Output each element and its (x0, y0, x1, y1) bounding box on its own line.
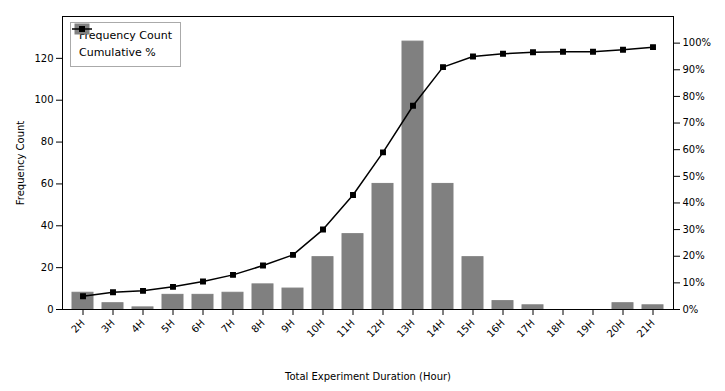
svg-text:Frequency Count: Frequency Count (15, 121, 26, 206)
svg-text:14H: 14H (425, 317, 447, 339)
svg-text:8H: 8H (249, 317, 267, 335)
svg-text:40: 40 (41, 220, 54, 231)
svg-text:10H: 10H (305, 317, 327, 339)
svg-text:40%: 40% (683, 197, 705, 208)
svg-text:60%: 60% (683, 144, 705, 155)
svg-text:10%: 10% (683, 277, 705, 288)
svg-text:11H: 11H (335, 317, 357, 339)
svg-text:12H: 12H (365, 317, 387, 339)
svg-text:15H: 15H (455, 317, 477, 339)
svg-text:5H: 5H (159, 317, 177, 335)
svg-text:20%: 20% (683, 250, 705, 261)
svg-text:13H: 13H (395, 317, 417, 339)
svg-text:70%: 70% (683, 117, 705, 128)
svg-text:30%: 30% (683, 224, 705, 235)
svg-text:Total Experiment Duration (Hou: Total Experiment Duration (Hour) (284, 371, 451, 382)
svg-text:21H: 21H (635, 317, 657, 339)
svg-text:17H: 17H (515, 317, 537, 339)
svg-text:4H: 4H (129, 317, 147, 335)
svg-text:2H: 2H (69, 317, 87, 335)
html-text:Cumulative %: Cumulative % (79, 45, 156, 59)
svg-text:3H: 3H (99, 317, 117, 335)
svg-text:18H: 18H (545, 317, 567, 339)
svg-text:80%: 80% (683, 91, 705, 102)
svg-text:90%: 90% (683, 64, 705, 75)
svg-text:9H: 9H (279, 317, 297, 335)
svg-text:20: 20 (41, 262, 54, 273)
svg-text:100%: 100% (683, 37, 712, 48)
svg-text:0: 0 (47, 304, 53, 315)
svg-text:16H: 16H (485, 317, 507, 339)
html-text:Frequency Count: Frequency Count (79, 29, 172, 42)
svg-text:60: 60 (41, 178, 54, 189)
svg-text:20H: 20H (605, 317, 627, 339)
svg-text:120: 120 (34, 53, 53, 64)
svg-text:100: 100 (34, 94, 53, 105)
svg-text:0%: 0% (683, 304, 699, 315)
svg-text:19H: 19H (575, 317, 597, 339)
svg-text:6H: 6H (189, 317, 207, 335)
svg-text:50%: 50% (683, 171, 705, 182)
svg-text:80: 80 (41, 136, 54, 147)
svg-text:7H: 7H (219, 317, 237, 335)
